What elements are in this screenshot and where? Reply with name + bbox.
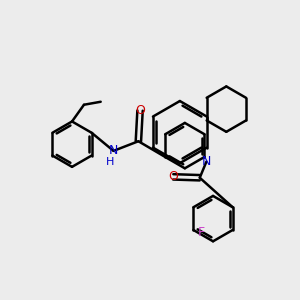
Text: N: N	[109, 144, 118, 158]
Text: H: H	[106, 157, 114, 166]
Text: O: O	[135, 104, 145, 117]
Text: O: O	[168, 170, 178, 183]
Text: N: N	[202, 155, 211, 168]
Text: F: F	[198, 226, 205, 239]
